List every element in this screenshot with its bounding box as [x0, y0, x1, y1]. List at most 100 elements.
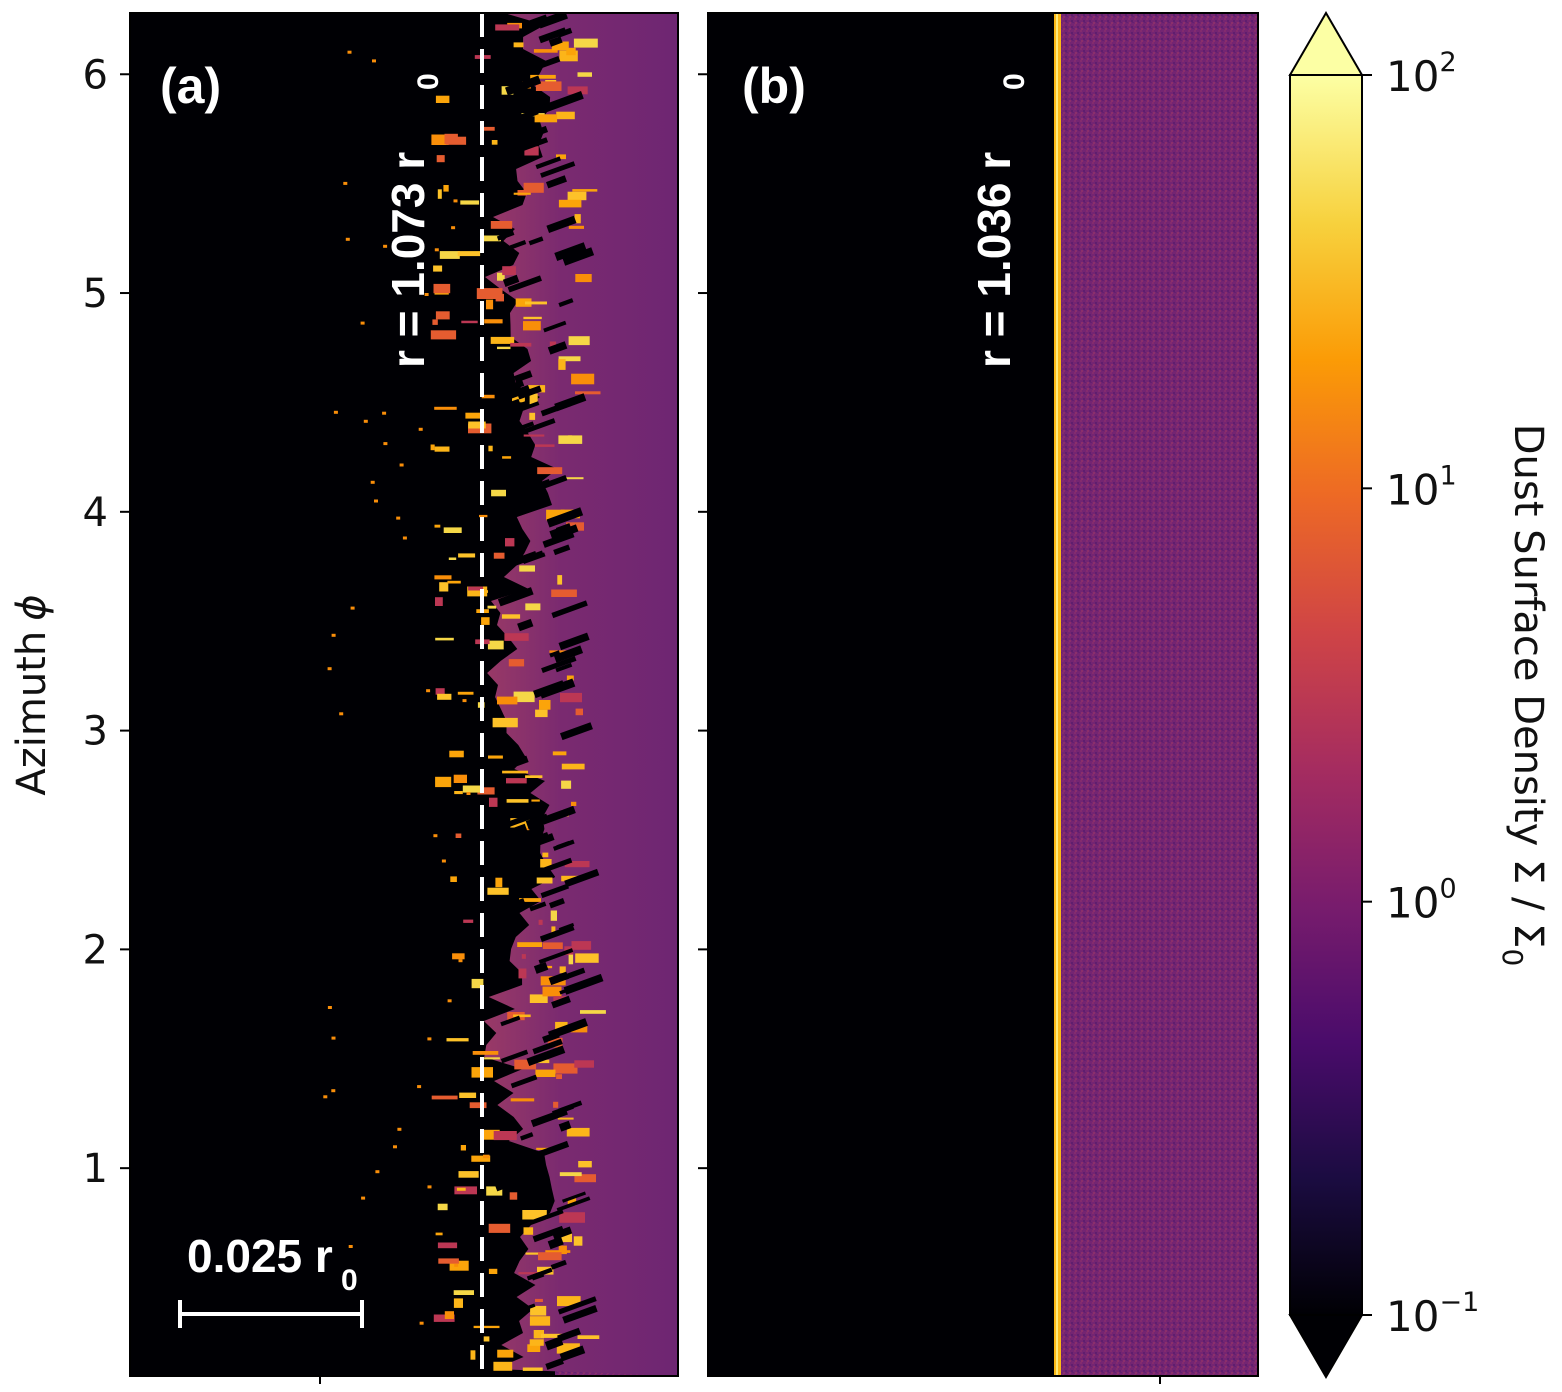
dust-clump: [502, 266, 516, 276]
dust-gap: [530, 1140, 570, 1160]
dust-clump: [580, 1010, 606, 1014]
colorbar-tick-label: 10−1: [1386, 1287, 1479, 1341]
dust-speck: [447, 999, 452, 1003]
dust-clump: [460, 200, 480, 205]
colorbar-tick-exponent: 1: [1439, 460, 1456, 491]
dust-clump: [431, 134, 449, 145]
dust-clump: [463, 919, 474, 923]
dust-clump: [497, 1349, 514, 1358]
dust-clump: [512, 395, 525, 403]
dust-gap: [526, 1267, 553, 1281]
dust-clump: [508, 659, 525, 667]
dust-clump: [510, 1098, 535, 1102]
dust-clump: [491, 140, 498, 145]
dust-clump: [536, 877, 553, 884]
panel-a-frame: [129, 12, 679, 1377]
dust-clump: [502, 456, 512, 459]
dust-clump: [436, 155, 445, 163]
dust-clump: [572, 189, 598, 192]
dust-clump: [535, 709, 548, 718]
dust-speck: [454, 1263, 459, 1267]
y-tick-label: 1: [83, 1146, 108, 1192]
dust-clump: [538, 1252, 562, 1261]
dust-gap: [556, 1196, 591, 1212]
dust-clump: [558, 356, 581, 362]
dust-speck: [323, 1095, 328, 1099]
dust-gap: [495, 400, 530, 417]
dust-speck: [426, 689, 431, 693]
dust-gap: [562, 247, 595, 266]
dust-gap: [540, 161, 576, 178]
dust-clump: [435, 311, 450, 320]
dust-clump: [488, 445, 493, 452]
dust-clump: [558, 359, 566, 370]
dust-clump: [542, 942, 563, 949]
colorbar-tick-base: 10: [1386, 465, 1439, 514]
dust-clump: [455, 833, 462, 838]
colorbar-title-text: Dust Surface Density Σ / Σ: [1505, 424, 1551, 949]
dust-gap: [526, 1045, 566, 1067]
dust-clump: [542, 986, 562, 997]
dust-gap: [497, 901, 518, 915]
dust-clump: [468, 421, 486, 429]
dust-clump: [481, 394, 495, 399]
dust-clump: [432, 319, 438, 325]
dust-gap: [562, 1191, 587, 1203]
panel-a-radius-annotation: r = 1.073 r 0: [382, 73, 445, 368]
dust-clump: [529, 994, 548, 1003]
dust-speck: [399, 463, 404, 467]
dust-clump: [513, 42, 524, 48]
dust-clump: [539, 700, 551, 710]
dust-gap: [510, 137, 549, 156]
dust-speck: [417, 1085, 422, 1089]
colorbar-tick-label: 101: [1386, 460, 1457, 514]
dust-speck: [383, 442, 388, 446]
dust-clump: [578, 1161, 592, 1168]
dust-clump: [577, 72, 592, 77]
dust-gap: [516, 418, 556, 437]
dust-clump: [559, 966, 566, 974]
dust-gap: [559, 980, 591, 995]
dust-speck: [427, 1037, 432, 1041]
dust-clump: [561, 875, 580, 882]
dust-clump: [534, 444, 555, 447]
dust-clump: [545, 1250, 571, 1253]
dust-gap: [539, 857, 573, 874]
dust-clump: [568, 225, 584, 229]
dust-clump: [517, 942, 543, 947]
dust-clump: [509, 1192, 518, 1200]
dust-clump: [559, 1212, 585, 1223]
dust-gap: [563, 967, 586, 980]
dust-clump: [558, 1245, 567, 1255]
dust-gap: [553, 544, 571, 556]
dust-gap: [558, 524, 579, 538]
dust-clump: [571, 801, 577, 806]
dust-gap: [507, 275, 542, 293]
dust-clump: [501, 614, 521, 619]
dust-gap: [539, 678, 576, 699]
dust-clump: [484, 1057, 500, 1060]
dust-clump: [488, 755, 503, 759]
dust-gap: [543, 320, 567, 333]
dust-clump: [460, 1145, 466, 1151]
dust-clump: [434, 446, 450, 452]
dust-gap: [502, 274, 520, 287]
dust-speck: [372, 59, 376, 63]
dust-speck: [360, 321, 365, 325]
colorbar-tick-exponent: 2: [1439, 47, 1456, 78]
dust-clump: [533, 1330, 544, 1339]
colorbar-tick-exponent: −1: [1439, 1287, 1479, 1318]
dust-clump: [481, 235, 501, 242]
dust-speck: [427, 1185, 432, 1189]
dust-clump: [487, 605, 497, 609]
dust-gap: [507, 502, 535, 520]
dust-gap: [497, 380, 525, 395]
scale-bar-text: 0.025 r: [187, 1230, 333, 1282]
dust-clump: [559, 50, 578, 62]
dust-clump: [435, 688, 445, 695]
panel-b-frame: [707, 12, 1259, 1377]
dust-gap: [542, 1031, 560, 1044]
dust-clump: [479, 514, 488, 518]
dust-clump: [574, 1174, 596, 1183]
dust-speck: [458, 959, 463, 963]
